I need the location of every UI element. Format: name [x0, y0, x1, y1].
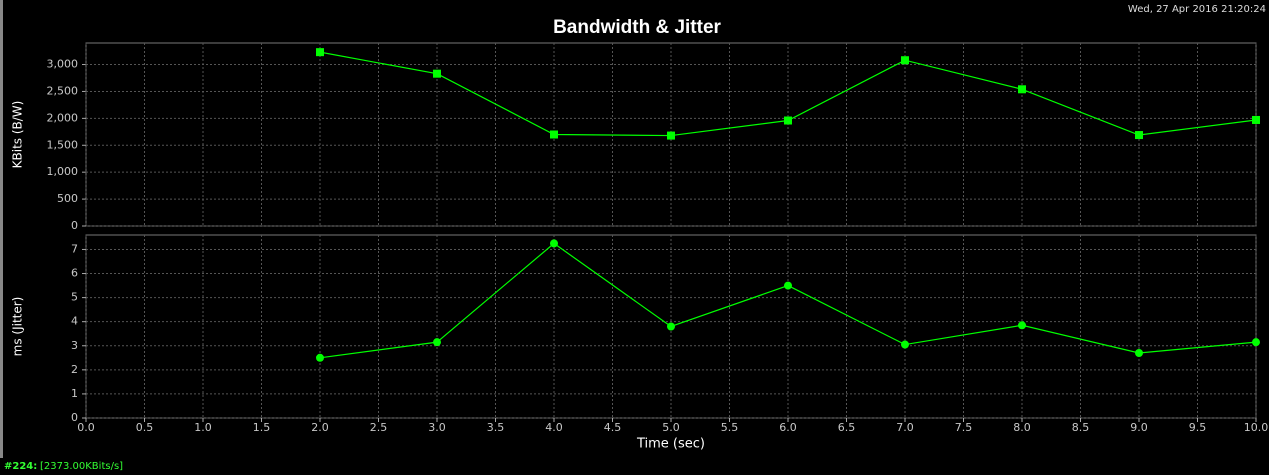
- y-tick-label: 0: [71, 219, 78, 232]
- point: [1252, 115, 1260, 124]
- point: [667, 322, 675, 331]
- x-tick-label: 5.0: [662, 421, 680, 434]
- y-tick-label: 7: [71, 242, 78, 255]
- y-tick-label: 0: [71, 411, 78, 424]
- chart-title: Bandwidth & Jitter: [553, 17, 721, 38]
- x-tick-label: 1.0: [194, 421, 212, 434]
- x-tick-label: 9.0: [1130, 421, 1148, 434]
- x-axis-label: Time (sec): [636, 437, 705, 452]
- point: [1135, 131, 1143, 140]
- x-tick-label: 6.0: [779, 421, 797, 434]
- x-tick-label: 8.5: [1072, 421, 1090, 434]
- y-tick-label: 2,000: [47, 111, 79, 124]
- y-axis-label: ms (Jitter): [11, 297, 25, 357]
- point: [1018, 321, 1026, 330]
- x-tick-label: 10.0: [1244, 421, 1269, 434]
- y-axis-label: KBits (B/W): [11, 101, 25, 169]
- x-tick-label: 3.0: [428, 421, 446, 434]
- point: [316, 48, 324, 57]
- point: [784, 281, 792, 290]
- point: [1135, 348, 1143, 357]
- point: [433, 338, 441, 347]
- y-tick-label: 2,500: [47, 84, 79, 97]
- x-tick-label: 1.5: [253, 421, 271, 434]
- point: [433, 69, 441, 78]
- point: [550, 130, 558, 139]
- x-tick-label: 8.0: [1013, 421, 1031, 434]
- y-tick-label: 1: [71, 387, 78, 400]
- x-tick-label: 0.5: [136, 421, 154, 434]
- y-tick-label: 1,000: [47, 165, 79, 178]
- x-tick-label: 9.5: [1189, 421, 1207, 434]
- x-tick-label: 2.5: [370, 421, 388, 434]
- x-tick-label: 5.5: [721, 421, 739, 434]
- y-tick-label: 5: [71, 291, 78, 304]
- x-tick-label: 0.0: [77, 421, 95, 434]
- point: [901, 340, 909, 349]
- point: [667, 131, 675, 140]
- point: [901, 56, 909, 65]
- status-text: [2373.00KBits/s]: [40, 461, 123, 472]
- x-tick-label: 6.5: [838, 421, 856, 434]
- y-tick-label: 500: [57, 192, 78, 205]
- x-tick-label: 7.0: [896, 421, 914, 434]
- y-tick-label: 3,000: [47, 58, 79, 71]
- timestamp: Wed, 27 Apr 2016 21:20:24: [1128, 4, 1266, 15]
- x-tick-label: 4.5: [604, 421, 622, 434]
- status-id: #224:: [4, 461, 37, 472]
- y-tick-label: 6: [71, 267, 78, 280]
- point: [550, 239, 558, 248]
- x-tick-label: 3.5: [487, 421, 505, 434]
- y-tick-label: 4: [71, 315, 78, 328]
- y-tick-label: 1,500: [47, 138, 79, 151]
- x-tick-label: 2.0: [311, 421, 329, 434]
- y-tick-label: 2: [71, 363, 78, 376]
- point: [1252, 338, 1260, 347]
- left-edge: [0, 0, 3, 458]
- point: [784, 116, 792, 125]
- y-tick-label: 3: [71, 339, 78, 352]
- x-tick-label: 7.5: [955, 421, 973, 434]
- x-tick-label: 4.0: [545, 421, 563, 434]
- point: [316, 353, 324, 362]
- point: [1018, 85, 1026, 94]
